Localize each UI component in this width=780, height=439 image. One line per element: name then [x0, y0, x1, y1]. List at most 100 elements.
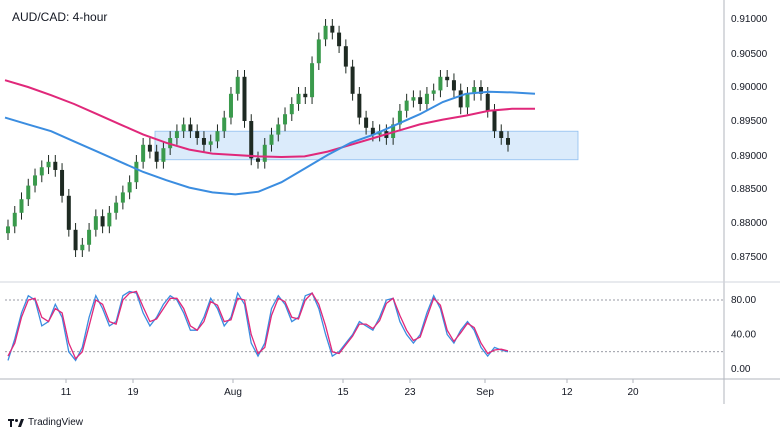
candle	[100, 209, 105, 234]
candle	[235, 70, 240, 101]
candle-body	[451, 80, 456, 91]
candle	[141, 138, 146, 169]
candle-body	[499, 131, 504, 138]
candle	[465, 87, 470, 115]
candle-body	[73, 229, 78, 251]
chart-title: AUD/CAD: 4-hour	[12, 10, 107, 24]
candle-body	[289, 104, 294, 115]
candle-body	[458, 90, 463, 108]
time-tick-label: 23	[404, 387, 416, 398]
candle	[310, 56, 315, 104]
candle-body	[114, 202, 119, 213]
candle-body	[411, 97, 416, 101]
candle-body	[174, 131, 179, 138]
candle-body	[33, 175, 38, 186]
price-tick-label: 0.88000	[731, 218, 768, 229]
candle	[114, 195, 119, 220]
axes: 0.91000 0.90500 0.90000 0.89500 0.89000 0.885…	[0, 0, 780, 404]
candle-body	[141, 144, 146, 162]
candle	[438, 70, 443, 98]
price-tick-label: 0.89000	[731, 151, 768, 162]
candle	[296, 87, 301, 111]
price-tick-label: 0.90000	[731, 82, 768, 93]
candle	[289, 97, 294, 121]
candle	[134, 155, 139, 189]
candle-body	[465, 93, 470, 108]
candle-body	[262, 144, 267, 162]
time-tick-label: Aug	[224, 387, 242, 398]
candle-body	[296, 93, 301, 104]
candle	[107, 206, 112, 234]
oscillator-panel	[5, 290, 724, 362]
candle	[357, 87, 362, 125]
candle	[256, 151, 260, 169]
candle	[262, 138, 267, 169]
candle	[249, 114, 254, 166]
moving-average-slow-line	[4, 79, 535, 159]
candle	[46, 155, 51, 175]
candle-body	[438, 76, 443, 91]
candle	[215, 124, 220, 149]
candle-body	[188, 124, 193, 132]
candle-body	[120, 192, 125, 203]
candle	[269, 127, 274, 152]
candle-body	[391, 124, 396, 138]
candle-body	[472, 87, 477, 94]
candle	[181, 117, 186, 138]
time-tick-label: 15	[337, 387, 349, 398]
candle-body	[337, 32, 342, 47]
candle	[499, 124, 504, 145]
candle	[195, 124, 200, 145]
candle	[424, 87, 429, 111]
candle-body	[269, 134, 274, 145]
candle	[93, 209, 98, 237]
candle	[147, 138, 152, 159]
candle-body	[303, 93, 308, 98]
candle	[330, 19, 335, 40]
candle	[222, 110, 227, 138]
time-tick-label: 11	[61, 387, 72, 398]
candle-body	[418, 97, 423, 104]
candle-body	[87, 229, 92, 245]
candle-body	[154, 151, 159, 162]
candle	[445, 70, 450, 87]
price-tick-label: 0.90500	[731, 49, 768, 60]
candle	[12, 206, 17, 234]
tradingview-logo-icon	[8, 418, 24, 427]
candle	[364, 110, 369, 135]
time-tick-label: 12	[561, 387, 573, 398]
candle	[431, 83, 436, 101]
candle	[397, 104, 402, 132]
candle	[39, 160, 44, 183]
candle-body	[343, 46, 348, 67]
candle	[120, 185, 125, 210]
candle	[60, 163, 65, 203]
candle	[276, 117, 281, 142]
candle-body	[357, 93, 362, 118]
candle-body	[53, 161, 58, 170]
candle-body	[215, 131, 220, 142]
candle	[411, 90, 416, 108]
candle-body	[330, 25, 335, 33]
candle	[53, 155, 58, 177]
candle	[154, 144, 159, 169]
candle	[174, 124, 179, 145]
candle-body	[60, 169, 65, 196]
candle	[73, 223, 78, 257]
candle	[472, 80, 477, 101]
candle	[350, 59, 355, 101]
candle-body	[222, 117, 227, 132]
candle-body	[201, 138, 206, 145]
candle-body	[228, 93, 233, 118]
candle-body	[256, 158, 260, 162]
candle-body	[46, 161, 51, 168]
candle-body	[445, 76, 450, 81]
candle	[66, 189, 71, 237]
candle	[188, 117, 193, 138]
price-tick-label: 0.87500	[731, 252, 768, 263]
oscillator-fast-line	[7, 290, 509, 362]
candle	[418, 90, 423, 111]
candle	[391, 117, 396, 145]
candle-body	[235, 76, 240, 94]
